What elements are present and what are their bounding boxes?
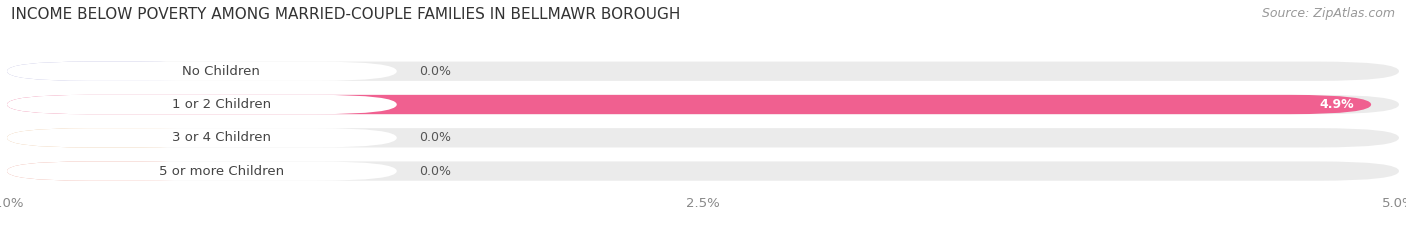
- Text: No Children: No Children: [183, 65, 260, 78]
- FancyBboxPatch shape: [7, 62, 1399, 81]
- FancyBboxPatch shape: [7, 62, 396, 81]
- FancyBboxPatch shape: [7, 95, 396, 114]
- FancyBboxPatch shape: [7, 128, 221, 147]
- FancyBboxPatch shape: [7, 128, 1399, 147]
- FancyBboxPatch shape: [7, 161, 396, 181]
- FancyBboxPatch shape: [7, 128, 396, 147]
- FancyBboxPatch shape: [7, 161, 221, 181]
- Text: 5 or more Children: 5 or more Children: [159, 164, 284, 178]
- Text: 0.0%: 0.0%: [419, 131, 451, 144]
- Text: 1 or 2 Children: 1 or 2 Children: [172, 98, 271, 111]
- FancyBboxPatch shape: [7, 62, 221, 81]
- FancyBboxPatch shape: [7, 161, 1399, 181]
- Text: 3 or 4 Children: 3 or 4 Children: [172, 131, 271, 144]
- Text: 0.0%: 0.0%: [419, 65, 451, 78]
- Text: 0.0%: 0.0%: [419, 164, 451, 178]
- Text: INCOME BELOW POVERTY AMONG MARRIED-COUPLE FAMILIES IN BELLMAWR BOROUGH: INCOME BELOW POVERTY AMONG MARRIED-COUPL…: [11, 7, 681, 22]
- FancyBboxPatch shape: [7, 95, 1399, 114]
- Text: Source: ZipAtlas.com: Source: ZipAtlas.com: [1261, 7, 1395, 20]
- Text: 4.9%: 4.9%: [1320, 98, 1354, 111]
- FancyBboxPatch shape: [7, 95, 1371, 114]
